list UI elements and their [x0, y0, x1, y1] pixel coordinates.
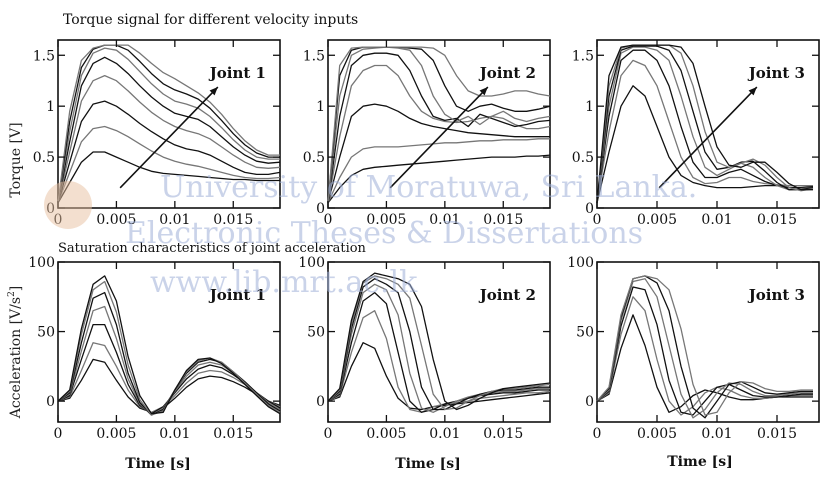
x-tick-label: 0.015 [757, 426, 797, 442]
y-tick-label: 0 [46, 394, 55, 410]
xlabel-col3: Time [s] [667, 454, 732, 470]
y-tick-label: 100 [28, 255, 55, 271]
x-tick-label: 0 [593, 426, 602, 442]
x-tick-label: 0.01 [701, 212, 732, 228]
y-tick-label: 1.5 [303, 48, 325, 64]
series-line-1 [597, 315, 813, 412]
xlabel-col1: Time [s] [125, 456, 190, 472]
joint-label: Joint 1 [208, 64, 266, 82]
y-tick-label: 50 [307, 325, 325, 341]
x-tick-label: 0.015 [757, 212, 797, 228]
y-tick-label: 1.5 [572, 48, 594, 64]
y-tick-label: 0 [316, 394, 325, 410]
y-tick-label: 1 [585, 99, 594, 115]
x-tick-label: 0.015 [483, 426, 523, 442]
x-tick-label: 0.005 [366, 426, 406, 442]
series-line-5 [58, 293, 280, 415]
top-section-title: Torque signal for different velocity inp… [63, 12, 358, 28]
x-tick-label: 0.01 [429, 426, 460, 442]
watermark-seal [44, 181, 92, 229]
joint-label: Joint 3 [747, 64, 805, 82]
y-tick-label: 0.5 [572, 150, 594, 166]
panel-acceleration-3: 0 0.005 0.01 0.015 0 50 100 Joint 3 [567, 255, 819, 442]
accel-ylabel: Acceleration [V/s2] [7, 286, 24, 420]
x-tick-label: 0.01 [159, 426, 190, 442]
xlabel-col2: Time [s] [395, 456, 460, 472]
accel-ylabel-close: ] [8, 286, 24, 291]
joint-label: Joint 2 [478, 64, 536, 82]
x-tick-label: 0.005 [96, 426, 136, 442]
watermark-line1: University of Moratuwa, Sri Lanka. [160, 170, 697, 205]
x-tick-label: 0 [324, 426, 333, 442]
accel-ylabel-main: Acceleration [V/s [8, 297, 24, 419]
torque-ylabel: Torque [V] [8, 122, 24, 197]
y-tick-label: 1 [316, 99, 325, 115]
watermark: University of Moratuwa, Sri Lanka. Elect… [44, 170, 697, 300]
x-tick-label: 0.015 [213, 426, 253, 442]
y-tick-label: 0.5 [33, 150, 55, 166]
x-tick-label: 0 [54, 426, 63, 442]
y-tick-label: 0 [585, 394, 594, 410]
y-tick-label: 0.5 [303, 150, 325, 166]
joint-label: Joint 2 [478, 286, 536, 304]
joint-label: Joint 3 [747, 286, 805, 304]
y-tick-label: 100 [567, 255, 594, 271]
y-tick-label: 50 [37, 325, 55, 341]
y-tick-label: 1 [46, 99, 55, 115]
y-tick-label: 1.5 [33, 48, 55, 64]
watermark-line3: www.lib.mrt.ac.lk [150, 265, 418, 300]
watermark-line2: Electronic Theses & Dissertations [125, 216, 643, 251]
y-tick-label: 50 [576, 325, 594, 341]
series-line-1 [328, 343, 550, 410]
x-tick-label: 0.005 [637, 426, 677, 442]
x-tick-label: 0.01 [701, 426, 732, 442]
